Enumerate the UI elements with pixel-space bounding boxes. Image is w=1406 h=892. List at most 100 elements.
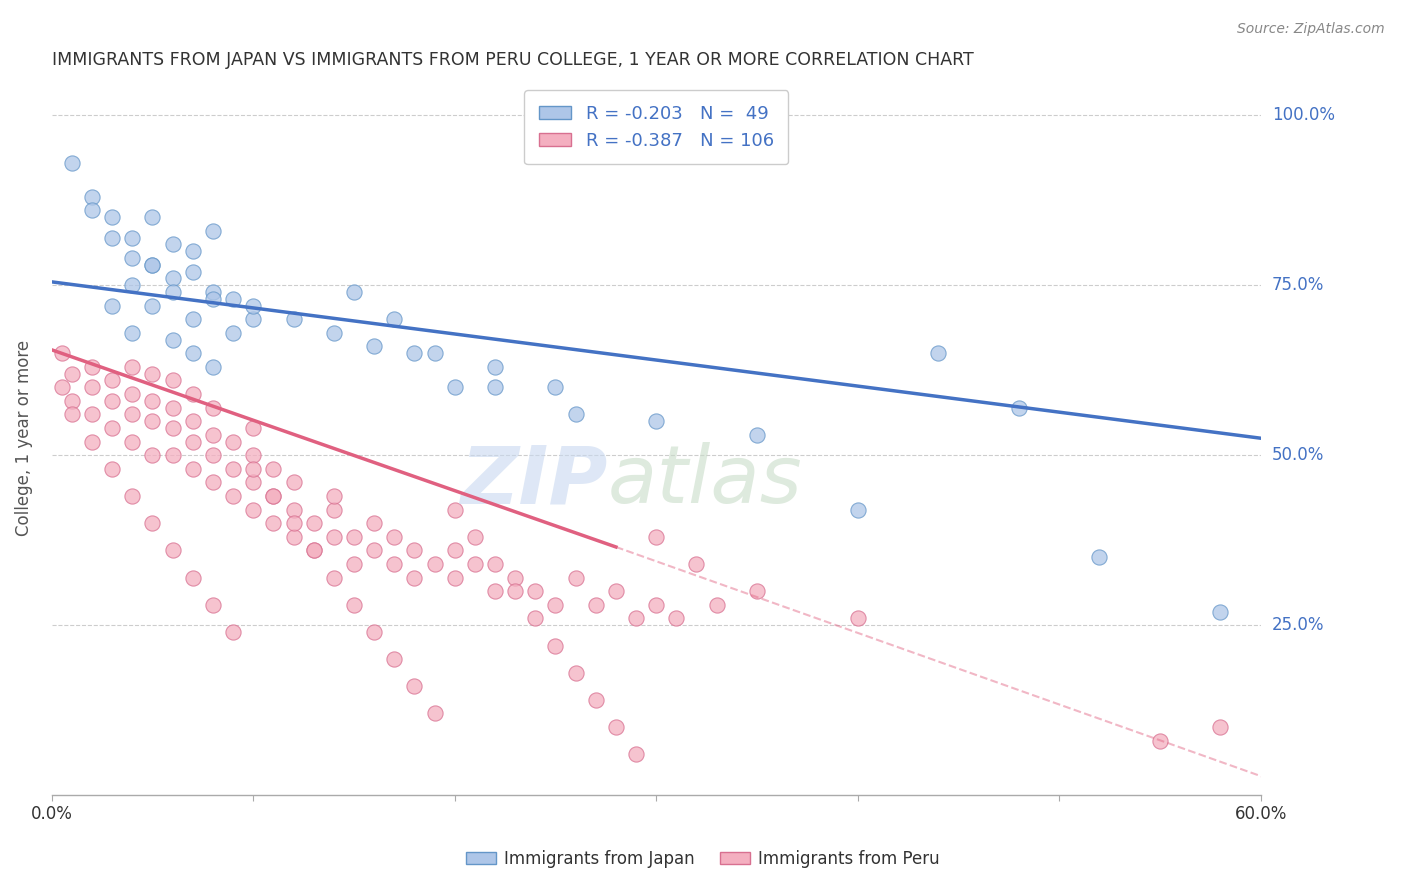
Point	[404, 543, 426, 558]
Point	[121, 278, 143, 293]
Point	[242, 312, 264, 326]
Point	[524, 611, 547, 625]
Point	[363, 339, 385, 353]
Point	[322, 570, 344, 584]
Point	[645, 598, 668, 612]
Point	[101, 299, 124, 313]
Point	[283, 312, 305, 326]
Point	[181, 244, 204, 259]
Point	[745, 584, 768, 599]
Point	[404, 570, 426, 584]
Point	[101, 393, 124, 408]
Point	[51, 346, 73, 360]
Point	[162, 543, 184, 558]
Text: 25.0%: 25.0%	[1272, 616, 1324, 634]
Point	[484, 584, 506, 599]
Point	[645, 414, 668, 428]
Text: ZIP: ZIP	[461, 442, 607, 520]
Point	[162, 271, 184, 285]
Point	[484, 380, 506, 394]
Point	[121, 434, 143, 449]
Point	[1149, 733, 1171, 747]
Text: atlas: atlas	[607, 442, 803, 520]
Point	[423, 557, 446, 571]
Point	[464, 557, 486, 571]
Point	[222, 489, 245, 503]
Point	[302, 516, 325, 531]
Point	[585, 598, 607, 612]
Point	[222, 462, 245, 476]
Point	[423, 706, 446, 721]
Point	[201, 224, 224, 238]
Point	[1209, 720, 1232, 734]
Point	[162, 333, 184, 347]
Point	[524, 584, 547, 599]
Point	[343, 557, 366, 571]
Point	[322, 530, 344, 544]
Point	[101, 462, 124, 476]
Point	[503, 570, 526, 584]
Text: IMMIGRANTS FROM JAPAN VS IMMIGRANTS FROM PERU COLLEGE, 1 YEAR OR MORE CORRELATIO: IMMIGRANTS FROM JAPAN VS IMMIGRANTS FROM…	[52, 51, 973, 69]
Point	[443, 380, 465, 394]
Point	[544, 639, 567, 653]
Point	[262, 489, 284, 503]
Point	[181, 434, 204, 449]
Point	[685, 557, 707, 571]
Point	[564, 570, 586, 584]
Point	[121, 387, 143, 401]
Point	[262, 462, 284, 476]
Point	[302, 543, 325, 558]
Point	[544, 598, 567, 612]
Text: 75.0%: 75.0%	[1272, 277, 1324, 294]
Point	[1008, 401, 1031, 415]
Point	[80, 380, 103, 394]
Point	[927, 346, 949, 360]
Point	[222, 292, 245, 306]
Point	[121, 359, 143, 374]
Point	[624, 747, 647, 762]
Point	[162, 448, 184, 462]
Point	[322, 489, 344, 503]
Point	[141, 367, 163, 381]
Point	[181, 414, 204, 428]
Point	[141, 258, 163, 272]
Point	[162, 373, 184, 387]
Y-axis label: College, 1 year or more: College, 1 year or more	[15, 340, 32, 536]
Point	[283, 502, 305, 516]
Point	[423, 346, 446, 360]
Point	[283, 475, 305, 490]
Point	[121, 326, 143, 340]
Point	[181, 346, 204, 360]
Point	[363, 516, 385, 531]
Point	[80, 190, 103, 204]
Point	[222, 434, 245, 449]
Point	[80, 359, 103, 374]
Point	[363, 624, 385, 639]
Point	[201, 285, 224, 299]
Point	[121, 408, 143, 422]
Point	[80, 408, 103, 422]
Point	[645, 530, 668, 544]
Point	[564, 665, 586, 680]
Point	[404, 679, 426, 693]
Point	[262, 516, 284, 531]
Point	[162, 237, 184, 252]
Point	[201, 475, 224, 490]
Point	[121, 489, 143, 503]
Point	[60, 367, 83, 381]
Point	[121, 230, 143, 244]
Point	[404, 346, 426, 360]
Point	[443, 502, 465, 516]
Point	[382, 652, 405, 666]
Point	[141, 516, 163, 531]
Point	[242, 475, 264, 490]
Point	[665, 611, 688, 625]
Point	[283, 530, 305, 544]
Point	[201, 448, 224, 462]
Point	[141, 299, 163, 313]
Point	[141, 211, 163, 225]
Point	[443, 570, 465, 584]
Point	[141, 448, 163, 462]
Point	[222, 326, 245, 340]
Point	[201, 401, 224, 415]
